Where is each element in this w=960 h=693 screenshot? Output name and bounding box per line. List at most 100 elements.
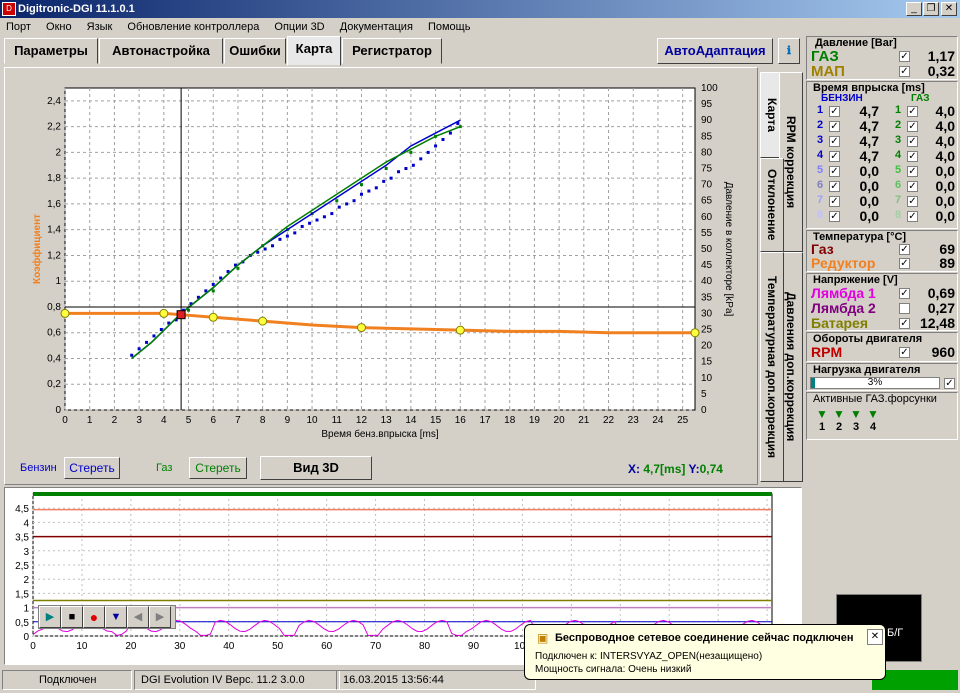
maximize-button[interactable]: ❐: [923, 2, 939, 16]
vtab-deviation[interactable]: Отклонение: [760, 158, 784, 252]
pressure-gas-label: ГАЗ: [811, 48, 839, 65]
notification-close-button[interactable]: ✕: [867, 629, 883, 645]
stop-icon[interactable]: ■: [61, 606, 83, 628]
load-checkbox[interactable]: ✓: [944, 378, 955, 389]
clear-petrol-button[interactable]: Стереть: [64, 457, 120, 479]
gas-injector-checkbox[interactable]: ✓: [907, 106, 918, 117]
petrol-point: [419, 157, 423, 161]
menu-port[interactable]: Порт: [6, 21, 31, 33]
correction-point[interactable]: [208, 312, 218, 322]
gas-injector-checkbox[interactable]: ✓: [907, 151, 918, 162]
petrol-injector-checkbox[interactable]: ✓: [829, 166, 840, 177]
battery-checkbox[interactable]: ✓: [899, 318, 910, 329]
cursor-marker[interactable]: [176, 310, 186, 320]
record-icon[interactable]: ●: [83, 606, 105, 628]
correction-point[interactable]: [159, 308, 169, 318]
tab-errors[interactable]: Ошибки: [224, 38, 286, 64]
gas-injector-number: 7: [895, 194, 902, 206]
tab-autotune[interactable]: Автонастройка: [99, 38, 223, 64]
correction-point[interactable]: [60, 308, 70, 318]
injection-row: 5 ✓ 0,0 5 ✓ 0,0: [807, 163, 957, 179]
injection-row: 8 ✓ 0,0 8 ✓ 0,0: [807, 208, 957, 224]
gas-injector-checkbox[interactable]: ✓: [907, 211, 918, 222]
cursor-x-label: X:: [628, 462, 640, 476]
active-injector: ▼ 1: [815, 407, 829, 433]
clear-gas-button[interactable]: Стереть: [189, 457, 247, 479]
y2-tick-label: 20: [701, 341, 713, 352]
tab-recorder[interactable]: Регистратор: [342, 38, 442, 64]
gas-injector-checkbox[interactable]: ✓: [907, 166, 918, 177]
auto-adapt-button[interactable]: АвтоАдаптация: [657, 38, 773, 64]
correction-point[interactable]: [356, 323, 366, 333]
wifi-notification[interactable]: ▣ Беспроводное сетевое соединение сейчас…: [524, 624, 886, 680]
gas-point: [409, 150, 413, 154]
temp-reducer-checkbox[interactable]: ✓: [899, 258, 910, 269]
petrol-injector-checkbox[interactable]: ✓: [829, 196, 840, 207]
injection-row: 7 ✓ 0,0 7 ✓ 0,0: [807, 193, 957, 209]
temp-reducer-value: 89: [939, 255, 955, 271]
recorder-x-tick: 40: [223, 641, 235, 652]
pressure-map-checkbox[interactable]: ✓: [899, 66, 910, 77]
minimize-button[interactable]: _: [906, 2, 922, 16]
notification-line1: Подключен к: INTERSVYAZ_OPEN(незащищено): [535, 651, 763, 662]
petrol-point: [367, 189, 371, 193]
recorder-y-tick: 3: [23, 547, 29, 558]
lambda1-label: Лямбда 1: [811, 285, 876, 301]
tab-map[interactable]: Карта: [287, 36, 341, 66]
recorder-y-tick: 0: [23, 632, 29, 643]
petrol-point: [278, 237, 282, 241]
petrol-point: [404, 167, 408, 170]
rpm-checkbox[interactable]: ✓: [899, 347, 910, 358]
save-icon[interactable]: ▼: [105, 606, 127, 628]
menu-update[interactable]: Обновление контроллера: [127, 21, 260, 33]
info-icon[interactable]: ℹ: [778, 38, 800, 64]
pressure-title: Давление [Bar]: [815, 37, 897, 49]
petrol-injector-checkbox[interactable]: ✓: [829, 106, 840, 117]
gas-injector-checkbox[interactable]: ✓: [907, 121, 918, 132]
correction-point[interactable]: [455, 325, 465, 335]
forward-icon[interactable]: ▶: [149, 606, 171, 628]
view-3d-button[interactable]: Вид 3D: [260, 456, 372, 480]
x-tick-label: 19: [529, 415, 541, 426]
menu-window[interactable]: Окно: [46, 21, 72, 33]
back-icon[interactable]: ◀: [127, 606, 149, 628]
correction-point[interactable]: [258, 316, 268, 326]
petrol-injector-checkbox[interactable]: ✓: [829, 121, 840, 132]
petrol-injector-checkbox[interactable]: ✓: [829, 136, 840, 147]
petrol-injector-checkbox[interactable]: ✓: [829, 211, 840, 222]
lambda1-value: 0,69: [927, 285, 955, 301]
petrol-point: [196, 295, 200, 299]
tab-parameters[interactable]: Параметры: [4, 38, 98, 64]
network-icon: ▣: [537, 631, 549, 645]
menu-3d-options[interactable]: Опции 3D: [274, 21, 325, 33]
x-tick-label: 9: [285, 415, 291, 426]
petrol-col-header: БЕНЗИН: [821, 93, 863, 104]
correction-point[interactable]: [690, 328, 700, 338]
lambda2-checkbox[interactable]: [899, 303, 910, 314]
y-tick-label: 2,4: [47, 96, 61, 107]
pressure-gas-checkbox[interactable]: ✓: [899, 51, 910, 62]
petrol-point: [397, 170, 401, 174]
gas-injector-checkbox[interactable]: ✓: [907, 196, 918, 207]
recorder-x-tick: 10: [76, 641, 88, 652]
gas-injector-checkbox[interactable]: ✓: [907, 181, 918, 192]
recorder-y-tick: 1,5: [15, 589, 29, 600]
x-tick-label: 7: [235, 415, 241, 426]
petrol-injector-value: 0,0: [859, 178, 879, 194]
y-tick-label: 1,8: [47, 173, 61, 184]
play-icon[interactable]: ▶: [39, 606, 61, 628]
petrol-injector-checkbox[interactable]: ✓: [829, 151, 840, 162]
menu-help[interactable]: Помощь: [427, 21, 471, 33]
x-tick-label: 6: [210, 415, 216, 426]
petrol-injector-checkbox[interactable]: ✓: [829, 181, 840, 192]
close-button[interactable]: ✕: [941, 2, 957, 16]
petrol-point: [204, 289, 208, 293]
menu-docs[interactable]: Документация: [339, 21, 413, 33]
menu-language[interactable]: Язык: [86, 21, 113, 33]
map-chart[interactable]: 0 1 2 3 4 5 6 7 8 9 10 11 12 13 14 15 16 17 18 19 20 21 22 23 24…: [4, 68, 758, 448]
lambda1-checkbox[interactable]: ✓: [899, 288, 910, 299]
petrol-point: [263, 247, 267, 251]
gas-injector-checkbox[interactable]: ✓: [907, 136, 918, 147]
temp-gas-checkbox[interactable]: ✓: [899, 244, 910, 255]
vtab-temperature-correction[interactable]: Температурная доп.коррекция: [760, 252, 784, 482]
